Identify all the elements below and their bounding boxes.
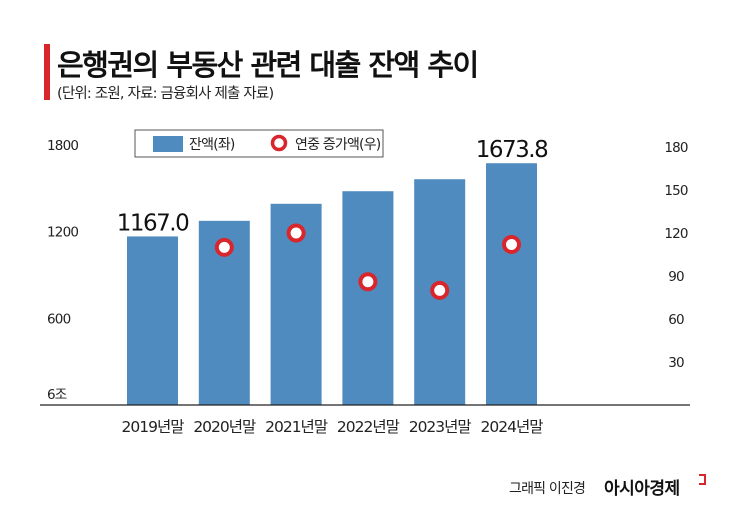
left-axis-tick: 1800 bbox=[47, 138, 78, 154]
increase-marker-2022년말 bbox=[358, 272, 378, 292]
left-axis-tick: 600 bbox=[47, 311, 71, 327]
increase-marker-2020년말 bbox=[214, 237, 234, 257]
x-tick-label: 2023년말 bbox=[409, 418, 472, 436]
data-label: 1167.0 bbox=[117, 210, 189, 236]
title-accent-bar bbox=[44, 44, 50, 100]
bar-2024년말 bbox=[486, 163, 537, 405]
x-tick-label: 2022년말 bbox=[337, 418, 400, 436]
legend-label-balance: 잔액(좌) bbox=[189, 137, 235, 153]
legend-bar-swatch bbox=[153, 136, 183, 152]
left-axis-tick: 1200 bbox=[47, 225, 78, 241]
right-axis-tick: 90 bbox=[668, 269, 684, 285]
bar-2022년말 bbox=[342, 191, 394, 405]
x-tick-label: 2019년말 bbox=[122, 418, 185, 436]
left-axis-tick: 6조 bbox=[47, 387, 67, 403]
right-axis-tick: 120 bbox=[664, 226, 688, 242]
graphic-credit: 그래픽 이진경 bbox=[509, 481, 586, 497]
brand-mark-icon bbox=[699, 474, 706, 485]
increase-marker-2023년말 bbox=[430, 280, 450, 300]
x-tick-label: 2021년말 bbox=[265, 418, 328, 436]
chart-subtitle: (단위: 조원, 자료: 금융회사 제출 자료) bbox=[57, 86, 274, 102]
right-axis-tick: 60 bbox=[668, 312, 684, 328]
legend-marker-swatch bbox=[270, 134, 288, 152]
legend: 잔액(좌) 연중 증가액(우) bbox=[134, 129, 384, 158]
x-tick-label: 2024년말 bbox=[481, 418, 544, 436]
right-axis-tick: 180 bbox=[664, 140, 688, 156]
brand-logo: 아시아경제 bbox=[604, 479, 680, 499]
right-axis-tick: 30 bbox=[668, 355, 684, 371]
x-tick-label: 2020년말 bbox=[193, 418, 256, 436]
bar-2019년말 bbox=[127, 236, 178, 405]
increase-marker-2021년말 bbox=[286, 223, 306, 243]
data-label: 1673.8 bbox=[476, 137, 548, 163]
chart-title: 은행권의 부동산 관련 대출 잔액 추이 bbox=[57, 48, 479, 82]
right-axis-tick: 150 bbox=[664, 183, 688, 199]
increase-marker-2024년말 bbox=[502, 234, 521, 254]
legend-label-increase: 연중 증가액(우) bbox=[295, 137, 381, 153]
